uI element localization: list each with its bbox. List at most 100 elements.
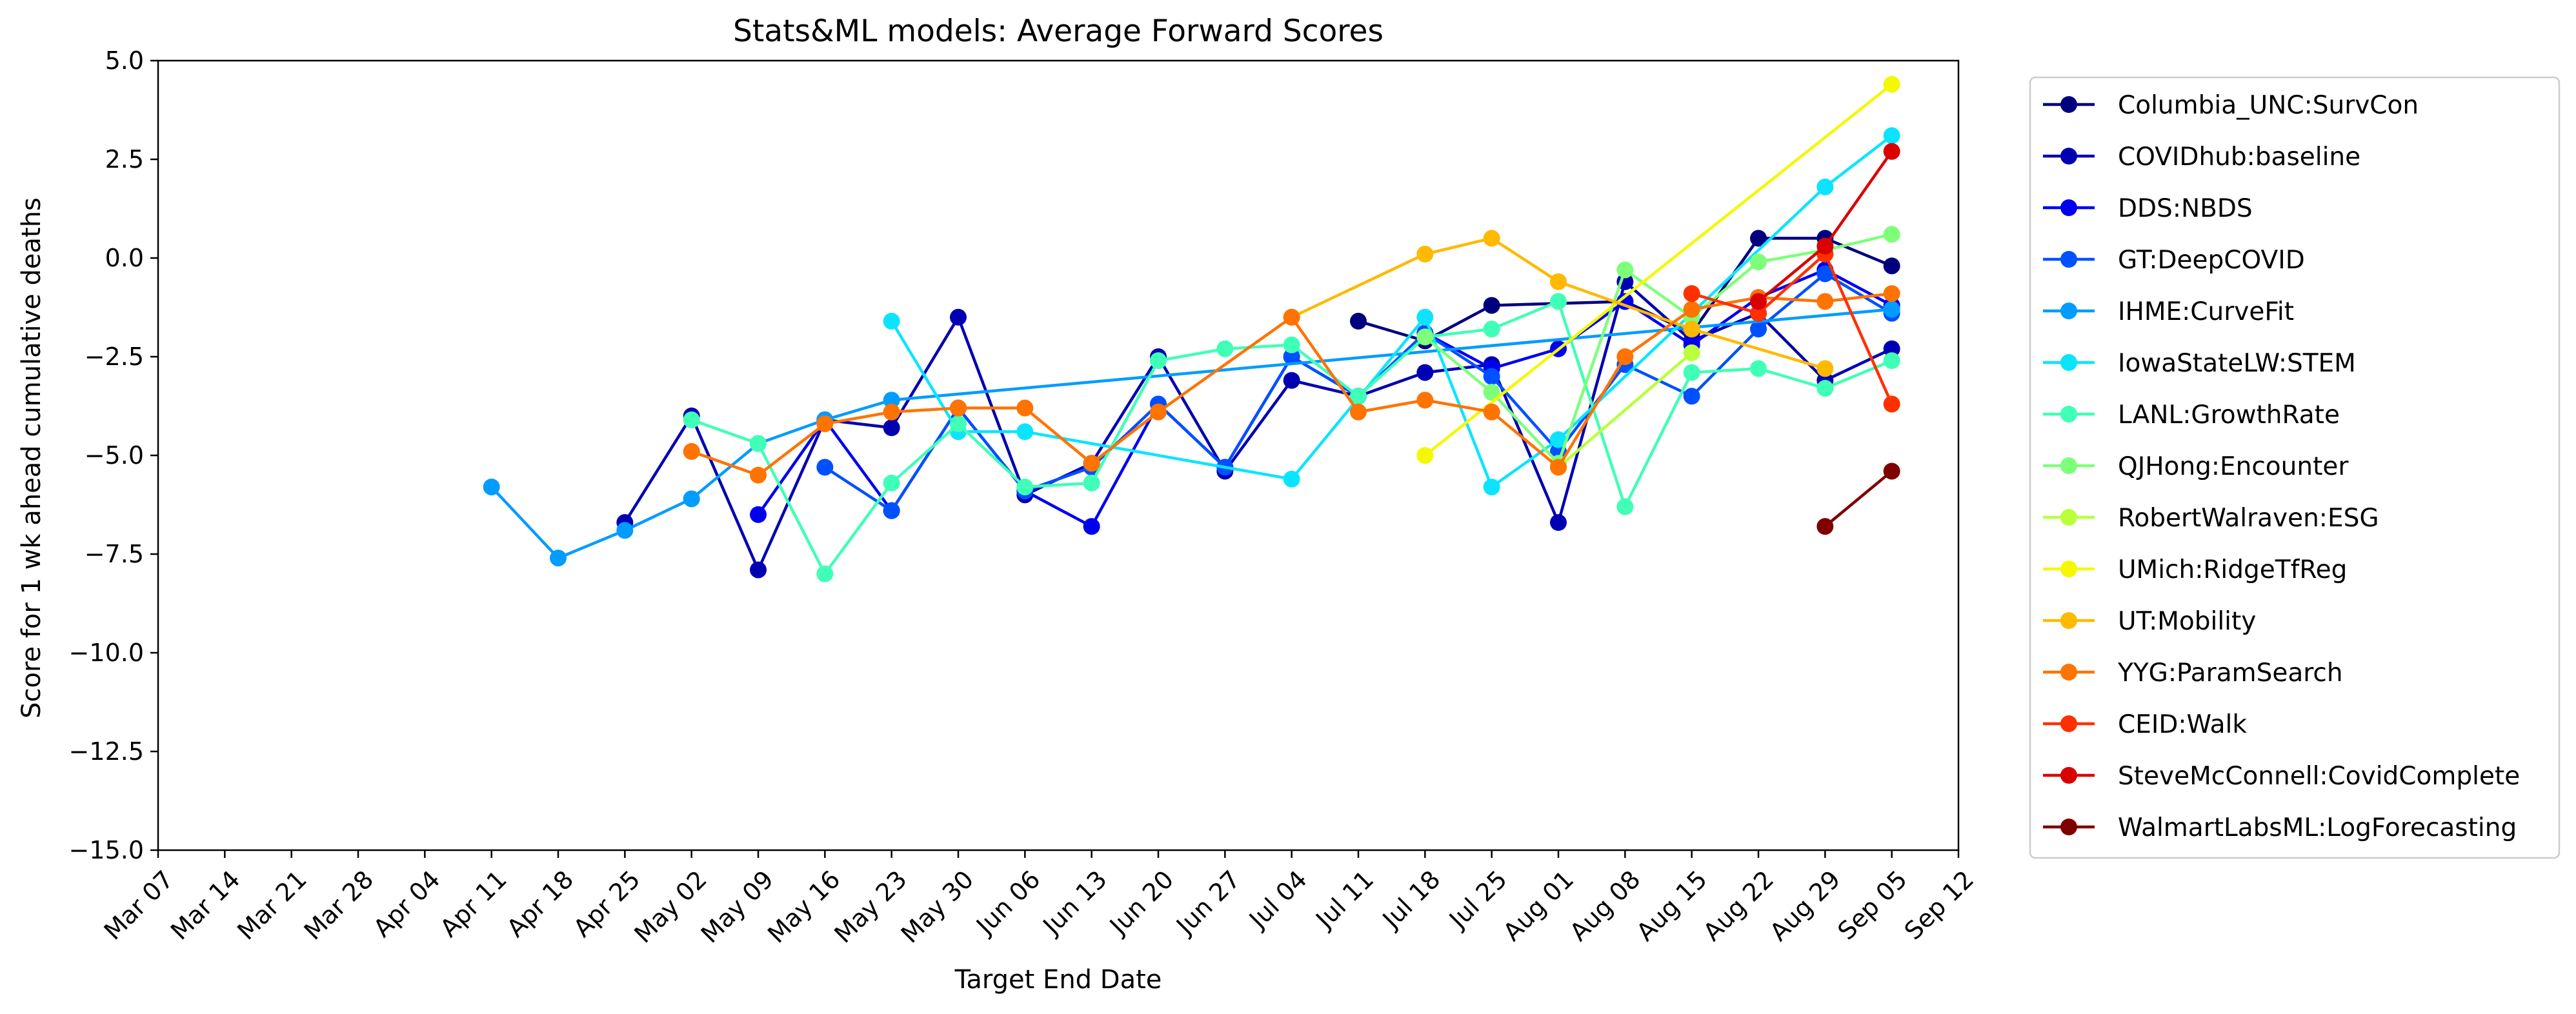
legend-item: SteveMcConnell:CovidComplete [2043, 762, 2520, 791]
y-tick-label: 5.0 [105, 46, 144, 75]
legend-label: SteveMcConnell:CovidComplete [2118, 762, 2520, 791]
series-line [1291, 237, 1826, 370]
y-tick-label: −5.0 [85, 441, 144, 470]
legend-item: IHME:CurveFit [2043, 297, 2294, 326]
legend-label: UMich:RidgeTfReg [2118, 555, 2347, 584]
data-point [1883, 127, 1900, 144]
data-point [883, 403, 900, 421]
data-point [1483, 478, 1500, 495]
data-point [1816, 518, 1834, 535]
data-point [1616, 261, 1634, 279]
legend-marker [2060, 561, 2077, 577]
legend-label: IHME:CurveFit [2118, 297, 2294, 326]
data-point [1416, 328, 1434, 346]
legend-item: GT:DeepCOVID [2043, 246, 2305, 275]
data-point [1283, 308, 1300, 326]
data-point [1683, 285, 1700, 303]
data-point [1816, 237, 1834, 255]
series-14 [1816, 462, 1900, 535]
data-point [883, 312, 900, 330]
legend-marker [2060, 664, 2077, 681]
data-point [1483, 403, 1500, 421]
legend-label: CEID:Walk [2118, 710, 2247, 739]
data-point [1016, 399, 1034, 417]
data-point [1550, 459, 1567, 476]
data-point [1016, 478, 1034, 495]
legend-marker [2060, 406, 2077, 422]
data-point [1883, 301, 1900, 318]
data-point [1883, 226, 1900, 243]
series-line [1824, 470, 1893, 528]
data-point [616, 522, 634, 539]
data-point [1483, 384, 1500, 401]
y-axis: 5.0 2.5 0.0 −2.5 −5.0 −7.5 −10.0 −12.5 −15.0 [69, 46, 158, 864]
series-9 [1416, 75, 1900, 464]
data-point [1883, 143, 1900, 160]
legend-marker [2060, 819, 2077, 835]
data-point [1816, 265, 1834, 283]
data-point [1750, 230, 1767, 247]
data-point [1483, 297, 1500, 314]
data-point [1683, 321, 1700, 338]
data-point [750, 435, 767, 452]
legend-marker [2060, 715, 2077, 732]
y-tick-label: −7.5 [85, 540, 144, 568]
legend-label: UT:Mobility [2118, 607, 2256, 636]
data-point [883, 419, 900, 437]
data-point [1416, 447, 1434, 464]
data-point [883, 474, 900, 492]
legend-label: GT:DeepCOVID [2118, 246, 2305, 275]
legend-label: WalmartLabsML:LogForecasting [2118, 813, 2517, 842]
series-line [1557, 352, 1693, 469]
series-line [490, 308, 1892, 560]
data-point [950, 308, 967, 326]
x-axis-label: Target End Date [954, 965, 1162, 995]
data-point [1750, 321, 1767, 338]
legend-marker [2060, 303, 2077, 319]
data-point [1283, 336, 1300, 353]
data-point [1816, 379, 1834, 397]
data-point [816, 415, 834, 433]
data-point [883, 392, 900, 409]
legend-box [2029, 76, 2561, 859]
data-point [1550, 273, 1567, 290]
series-13 [1750, 143, 1900, 310]
data-point [1083, 518, 1100, 535]
data-point [1283, 372, 1300, 389]
legend-item: QJHong:Encounter [2043, 452, 2349, 481]
data-point [750, 466, 767, 484]
data-point [1150, 403, 1167, 421]
legend-label: QJHong:Encounter [2118, 452, 2349, 481]
legend-marker [2060, 148, 2077, 164]
data-point [816, 565, 834, 582]
data-point [1350, 388, 1367, 405]
data-point [483, 478, 500, 495]
legend-item: DDS:NBDS [2043, 194, 2253, 223]
legend-item: CEID:Walk [2043, 710, 2247, 739]
data-point [1016, 423, 1034, 441]
series-11 [683, 285, 1900, 484]
data-point [1816, 178, 1834, 195]
y-tick-label: 0.0 [105, 244, 144, 272]
data-point [1416, 364, 1434, 381]
data-point [1550, 293, 1567, 310]
data-point [1350, 312, 1367, 330]
data-point [1616, 348, 1634, 365]
data-point [1416, 308, 1434, 326]
data-point [1883, 462, 1900, 480]
legend-label: LANL:GrowthRate [2118, 401, 2340, 430]
data-point [1483, 321, 1500, 338]
data-point [1883, 340, 1900, 357]
legend-marker [2060, 457, 2077, 474]
data-point [1883, 352, 1900, 370]
data-point [1750, 360, 1767, 377]
legend-item: COVIDhub:baseline [2043, 143, 2360, 172]
legend-marker [2060, 199, 2077, 216]
data-point [683, 442, 700, 460]
data-point [883, 502, 900, 519]
legend-item: Columbia_UNC:SurvCon [2043, 91, 2419, 120]
legend-label: COVIDhub:baseline [2118, 143, 2360, 172]
data-point [950, 415, 967, 433]
data-point [1883, 285, 1900, 303]
series-5 [883, 127, 1900, 495]
